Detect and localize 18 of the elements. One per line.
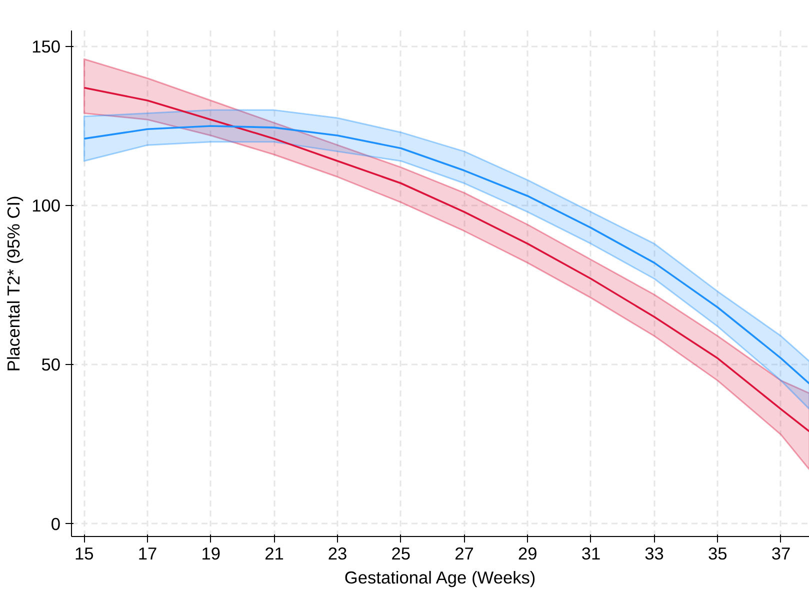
x-tick-label: 25 — [391, 544, 411, 564]
x-tick-label: 17 — [138, 544, 158, 564]
x-tick-label: 33 — [644, 544, 664, 564]
x-tick-label: 15 — [74, 544, 94, 564]
y-tick-label: 150 — [32, 36, 61, 56]
x-tick-label: 21 — [264, 544, 284, 564]
x-tick-label: 37 — [771, 544, 791, 564]
x-tick-label: 29 — [518, 544, 538, 564]
y-tick-label: 0 — [50, 514, 61, 534]
x-axis-title: Gestational Age (Weeks) — [344, 568, 536, 588]
y-axis-title: Placental T2* (95% CI) — [4, 196, 24, 372]
x-tick-label: 31 — [581, 544, 601, 564]
x-tick-label: 23 — [328, 544, 348, 564]
y-tick-label: 100 — [32, 196, 61, 216]
x-tick-label: 35 — [708, 544, 728, 564]
y-tick-label: 50 — [41, 354, 61, 375]
x-tick-label: 27 — [454, 544, 474, 564]
x-tick-label: 19 — [201, 544, 221, 564]
